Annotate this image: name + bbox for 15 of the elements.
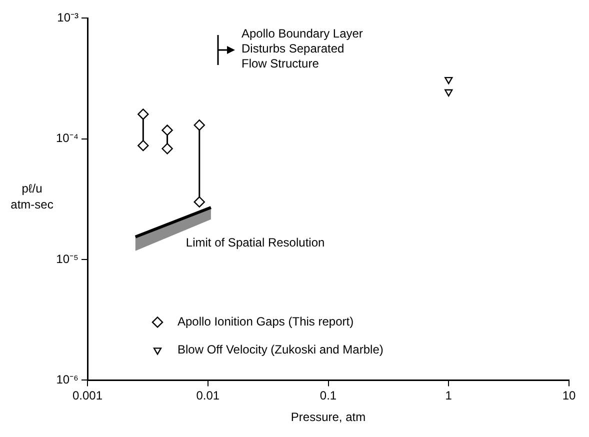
x-axis-title: Pressure, atm [290, 410, 366, 424]
x-tick-label: 0.001 [72, 388, 103, 403]
y-tick-label: 10⁻⁶ [56, 372, 79, 387]
y-tick-label: 10⁻⁴ [56, 131, 79, 146]
legend-label: Blow Off Velocity (Zukoski and Marble) [178, 342, 384, 357]
y-tick-label: 10⁻⁵ [56, 252, 79, 266]
x-tick-label: 1 [445, 388, 452, 403]
series-label: Limit of Spatial Resolution [186, 236, 325, 250]
x-tick-label: 0.1 [320, 388, 337, 403]
annotation: Apollo Boundary Layer Disturbs Separated Flow Structure [242, 26, 363, 71]
y-axis-title: pℓ/u atm-sec [10, 182, 54, 212]
x-tick-label: 10 [562, 388, 576, 403]
y-tick-label: 10⁻³ [57, 10, 79, 25]
legend-label: Apollo Ionition Gaps (This report) [178, 314, 354, 329]
x-tick-label: 0.01 [196, 388, 220, 403]
